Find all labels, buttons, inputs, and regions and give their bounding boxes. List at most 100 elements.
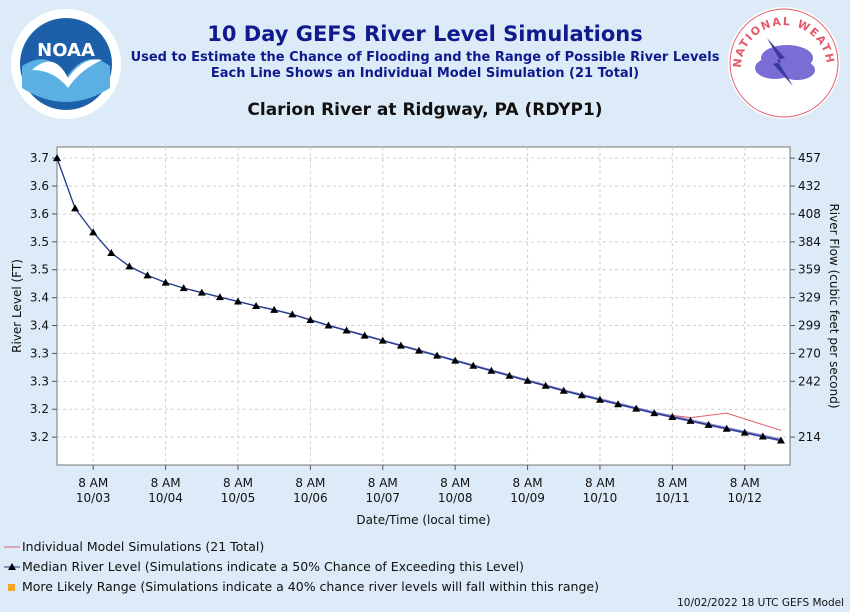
median-point	[161, 278, 170, 286]
median-point	[740, 428, 749, 436]
median-point	[595, 395, 604, 403]
x-tick-label-time: 8 AM	[657, 476, 687, 490]
nws-logo: NATIONAL WEATHER SERVICE	[727, 6, 840, 119]
y-right-tick-label: 299	[798, 319, 821, 333]
median-point	[107, 249, 116, 256]
median-point	[306, 315, 315, 323]
y-tick-label: 3.4	[30, 291, 49, 305]
median-point	[233, 297, 242, 305]
y-tick-label: 3.6	[30, 179, 49, 193]
legend-range: More Likely Range (Simulations indicate …	[4, 579, 599, 594]
y-tick-label: 3.3	[30, 374, 49, 388]
median-point	[614, 400, 623, 408]
median-point	[414, 346, 423, 354]
median-point	[125, 262, 134, 270]
median-point	[469, 361, 478, 369]
legend-median-label: Median River Level (Simulations indicate…	[22, 559, 525, 574]
median-point	[89, 228, 98, 236]
y-tick-label: 3.2	[30, 402, 49, 416]
median-point	[758, 432, 767, 440]
x-tick-label-time: 8 AM	[223, 476, 253, 490]
legend-range-label: More Likely Range (Simulations indicate …	[22, 579, 599, 594]
median-point	[650, 409, 659, 417]
x-tick-label-time: 8 AM	[730, 476, 760, 490]
y-right-tick-label: 214	[798, 430, 821, 444]
chart-subtitle-1: Used to Estimate the Chance of Flooding …	[130, 50, 720, 65]
x-tick-label-date: 10/08	[438, 491, 473, 505]
median-point	[197, 288, 206, 296]
x-tick-label-date: 10/04	[148, 491, 183, 505]
legend-individual-label: Individual Model Simulations (21 Total)	[22, 539, 265, 554]
median-point	[686, 416, 695, 424]
y-right-tick-label: 408	[798, 207, 821, 221]
x-tick-label-time: 8 AM	[151, 476, 181, 490]
median-point	[143, 271, 152, 279]
x-tick-label-time: 8 AM	[295, 476, 325, 490]
x-tick-label-time: 8 AM	[78, 476, 108, 490]
median-point	[632, 404, 641, 412]
model-run-footer: 10/02/2022 18 UTC GEFS Model	[677, 597, 844, 609]
median-point	[342, 326, 351, 334]
x-tick-label-time: 8 AM	[368, 476, 398, 490]
x-axis-label: Date/Time (local time)	[356, 513, 490, 527]
median-point	[396, 341, 405, 349]
y-tick-label: 3.4	[30, 319, 49, 333]
median-point	[487, 366, 496, 374]
y-tick-label: 3.5	[30, 235, 49, 249]
y-tick-label: 3.3	[30, 346, 49, 360]
x-tick-label-date: 10/12	[727, 491, 762, 505]
median-point	[288, 310, 297, 318]
plot-area	[56, 146, 791, 466]
median-point	[53, 154, 61, 162]
legend-median-triangle-icon	[4, 562, 20, 570]
y-axis-label: River Level (FT)	[10, 259, 24, 353]
median-point	[722, 424, 731, 432]
median-point	[668, 413, 677, 421]
median-point	[179, 284, 188, 292]
y-right-tick-label: 457	[798, 151, 821, 165]
median-point	[577, 391, 586, 399]
y-right-axis-label: River Flow (cubic feet per second)	[827, 203, 841, 408]
median-point	[704, 420, 713, 428]
x-tick-label-date: 10/03	[76, 491, 111, 505]
legend-individual-line-icon	[4, 546, 20, 547]
median-point	[252, 302, 261, 309]
x-tick-label-date: 10/05	[221, 491, 256, 505]
x-tick-label-date: 10/11	[655, 491, 690, 505]
x-tick-label-time: 8 AM	[513, 476, 543, 490]
legend-range-square-icon	[8, 583, 15, 591]
median-point	[433, 351, 442, 359]
y-right-tick-label: 329	[798, 291, 821, 305]
x-tick-label-date: 10/07	[365, 491, 400, 505]
x-tick-label-time: 8 AM	[585, 476, 615, 490]
median-point	[360, 331, 369, 339]
y-tick-label: 3.5	[30, 263, 49, 277]
y-tick-label: 3.2	[30, 430, 49, 444]
x-tick-label-date: 10/10	[583, 491, 618, 505]
y-right-tick-label: 270	[798, 346, 821, 360]
median-point	[505, 371, 514, 379]
x-tick-label-time: 8 AM	[440, 476, 470, 490]
chart-subtitle-2: Each Line Shows an Individual Model Simu…	[210, 66, 640, 81]
y-right-tick-label: 432	[798, 179, 821, 193]
median-point	[71, 204, 80, 212]
median-point	[378, 336, 387, 344]
median-point	[776, 436, 785, 444]
median-point	[541, 381, 550, 389]
y-right-tick-label: 359	[798, 263, 821, 277]
y-right-tick-label: 242	[798, 374, 821, 388]
legend-median: Median River Level (Simulations indicate…	[4, 559, 524, 574]
median-point	[559, 386, 568, 394]
median-point	[215, 293, 224, 301]
median-point	[523, 376, 532, 384]
median-point	[324, 321, 333, 329]
x-tick-label-date: 10/06	[293, 491, 328, 505]
x-tick-label-date: 10/09	[510, 491, 545, 505]
station-name: Clarion River at Ridgway, PA (RDYP1)	[247, 100, 603, 120]
median-point	[270, 305, 279, 313]
noaa-logo: NOAA	[11, 9, 121, 119]
y-right-tick-label: 384	[798, 235, 821, 249]
legend-individual: Individual Model Simulations (21 Total)	[4, 539, 264, 554]
noaa-logo-text: NOAA	[37, 40, 95, 61]
